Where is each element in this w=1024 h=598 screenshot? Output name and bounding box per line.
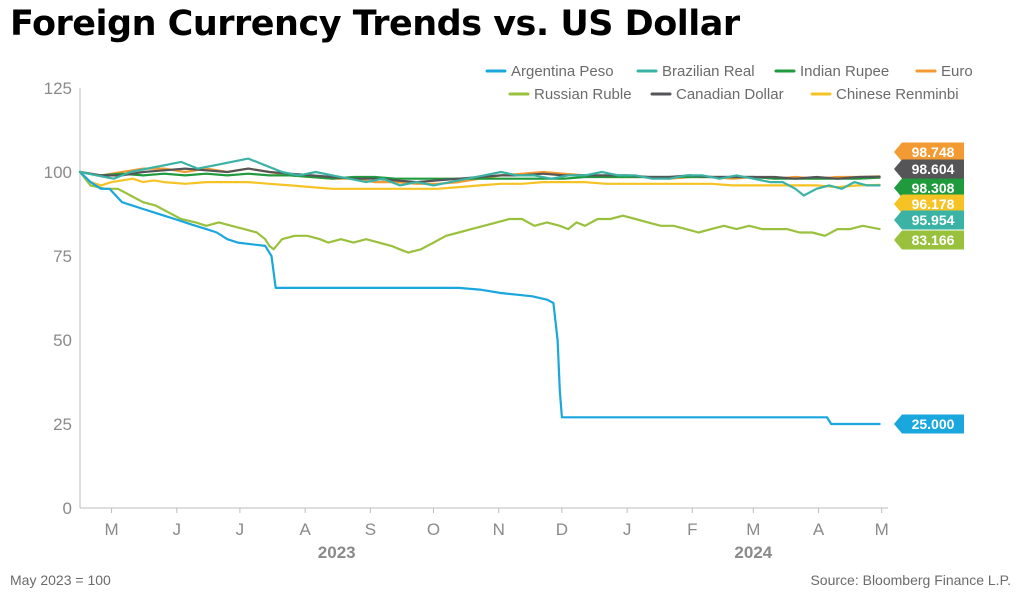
y-tick-label: 25 — [53, 415, 72, 434]
x-tick-label: M — [746, 520, 760, 539]
x-tick-label: N — [493, 520, 505, 539]
series-line-russian-ruble — [78, 170, 881, 254]
end-tag-russian-ruble — [894, 230, 964, 250]
series-line-brazilian-real — [78, 157, 881, 197]
x-tick-label: O — [427, 520, 440, 539]
base-note: May 2023 = 100 — [10, 572, 111, 588]
legend-label-euro: Euro — [941, 63, 973, 80]
x-tick-label: F — [687, 520, 697, 539]
x-tick-label: J — [236, 520, 245, 539]
end-tag-label-russian-ruble: 83.166 — [912, 232, 955, 248]
end-tag-euro — [894, 142, 964, 162]
series-lines — [78, 157, 881, 426]
series-line-chinese-renminbi — [78, 170, 881, 190]
year-label: 2024 — [734, 543, 772, 562]
x-tick-label: M — [875, 520, 889, 539]
end-tag-label-indian-rupee: 98.308 — [912, 180, 955, 196]
y-tick-label: 125 — [44, 79, 72, 98]
year-label: 2023 — [318, 543, 356, 562]
x-tick-label: A — [299, 520, 311, 539]
y-tick-label: 50 — [53, 331, 72, 350]
end-tag-label-brazilian-real: 95.954 — [912, 212, 955, 228]
x-tick-label: J — [173, 520, 182, 539]
end-tag-label-argentina-peso: 25.000 — [912, 416, 955, 432]
x-tick-label: D — [556, 520, 568, 539]
end-tag-indian-rupee — [894, 178, 964, 198]
end-tag-argentina-peso — [894, 414, 964, 434]
legend-label-argentina-peso: Argentina Peso — [511, 63, 614, 80]
end-tag-label-chinese-renminbi: 96.178 — [912, 196, 955, 212]
source-note: Source: Bloomberg Finance L.P. — [810, 572, 1011, 588]
end-tag-label-euro: 98.748 — [912, 144, 955, 160]
end-tag-canadian-dollar — [894, 159, 964, 179]
x-tick-label: M — [104, 520, 118, 539]
x-tick-label: J — [623, 520, 632, 539]
legend-label-canadian-dollar: Canadian Dollar — [676, 86, 784, 103]
chart-title: Foreign Currency Trends vs. US Dollar — [10, 4, 740, 44]
x-tick-label: S — [365, 520, 376, 539]
y-tick-label: 0 — [63, 499, 72, 518]
x-tick-label: A — [813, 520, 825, 539]
y-tick-label: 75 — [53, 247, 72, 266]
legend-label-russian-ruble: Russian Ruble — [534, 86, 632, 103]
end-tag-chinese-renminbi — [894, 194, 964, 214]
chart-axes: 0 25 50 75 100 125 M J J A S O N D J F M A M 2023 2024 — [44, 79, 889, 562]
legend-label-brazilian-real: Brazilian Real — [662, 63, 755, 80]
series-line-argentina-peso — [78, 170, 881, 426]
legend-label-indian-rupee: Indian Rupee — [800, 63, 889, 80]
legend: Argentina Peso Brazilian Real Indian Rupee… — [485, 63, 973, 103]
legend-label-chinese-renminbi: Chinese Renminbi — [836, 86, 959, 103]
end-tag-brazilian-real — [894, 210, 964, 230]
y-tick-label: 100 — [44, 163, 72, 182]
end-tag-label-canadian-dollar: 98.604 — [912, 161, 955, 177]
